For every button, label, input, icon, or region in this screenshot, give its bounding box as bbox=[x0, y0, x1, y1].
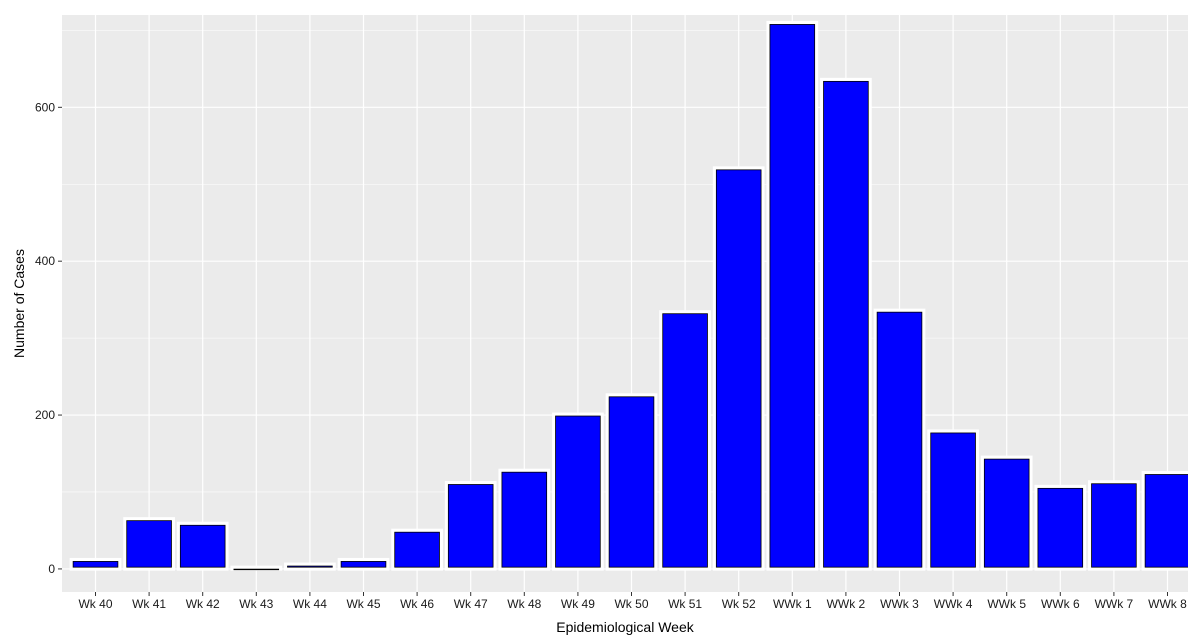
y-tick-label: 0 bbox=[48, 562, 55, 576]
bar-group bbox=[552, 412, 604, 571]
bar-edge bbox=[983, 458, 1030, 568]
bar bbox=[176, 521, 229, 571]
bar-edge bbox=[715, 169, 762, 568]
x-tick-label: WWk 1 bbox=[773, 597, 812, 611]
bar-edge bbox=[823, 80, 869, 568]
bar-edge bbox=[72, 561, 119, 568]
bar bbox=[766, 20, 819, 571]
bar bbox=[1141, 471, 1188, 571]
bar-edge bbox=[608, 396, 655, 568]
bar bbox=[820, 77, 872, 571]
bar bbox=[391, 528, 443, 571]
bar bbox=[337, 557, 390, 571]
bar-group bbox=[284, 562, 336, 571]
x-tick-label: WWk 5 bbox=[987, 597, 1026, 611]
bar-edge bbox=[179, 524, 226, 568]
bar bbox=[444, 481, 497, 571]
x-tick-label: WWk 4 bbox=[934, 597, 973, 611]
axes: 0 200 400 600 Wk 40 Wk 41 Wk 42 Wk 43 Wk 44 Wk 45… bbox=[35, 100, 1187, 611]
bar-edge bbox=[1037, 487, 1084, 568]
bar-edge bbox=[447, 484, 494, 568]
bar-edge bbox=[930, 432, 976, 568]
x-tick-label: Wk 47 bbox=[454, 597, 488, 611]
x-tick-label: WWk 7 bbox=[1095, 597, 1134, 611]
x-tick-label: Wk 51 bbox=[668, 597, 702, 611]
bar-edge bbox=[555, 415, 601, 568]
bar-group bbox=[605, 393, 658, 571]
y-tick-label: 600 bbox=[35, 100, 55, 114]
bar-group bbox=[444, 481, 497, 571]
x-tick-label: Wk 44 bbox=[293, 597, 327, 611]
bar bbox=[284, 562, 336, 571]
bar bbox=[873, 308, 926, 571]
x-tick-label: Wk 41 bbox=[132, 597, 166, 611]
bar-edge bbox=[340, 561, 387, 568]
bar-edge bbox=[287, 565, 333, 568]
bar-group bbox=[1034, 484, 1087, 571]
bar-edge bbox=[769, 24, 816, 568]
bar-group bbox=[176, 521, 229, 571]
bars bbox=[69, 20, 1188, 571]
bar bbox=[1088, 480, 1140, 571]
bar-edge bbox=[1144, 474, 1188, 568]
bar bbox=[1034, 484, 1087, 571]
bar-group bbox=[873, 308, 926, 571]
bar bbox=[69, 557, 122, 571]
x-tick-label: WWk 8 bbox=[1148, 597, 1187, 611]
bar-edge bbox=[394, 531, 440, 568]
bar bbox=[712, 166, 765, 571]
x-tick-label: Wk 46 bbox=[400, 597, 434, 611]
x-tick-label: Wk 50 bbox=[614, 597, 648, 611]
bar-group bbox=[766, 20, 819, 571]
bar bbox=[552, 412, 604, 571]
x-tick-label: Wk 49 bbox=[561, 597, 595, 611]
bar bbox=[927, 429, 979, 571]
x-tick-label: Wk 40 bbox=[78, 597, 112, 611]
bar-edge bbox=[126, 520, 172, 568]
bar bbox=[230, 565, 283, 571]
y-tick-label: 400 bbox=[35, 254, 55, 268]
bar bbox=[659, 310, 711, 571]
bar-group bbox=[230, 565, 283, 571]
x-tick-label: WWk 3 bbox=[880, 597, 919, 611]
x-tick-label: Wk 45 bbox=[346, 597, 380, 611]
bar-group bbox=[820, 77, 872, 571]
bar bbox=[980, 455, 1033, 571]
y-axis-title: Number of Cases bbox=[11, 249, 27, 358]
bar-edge bbox=[233, 568, 280, 571]
bar-group bbox=[712, 166, 765, 571]
bar bbox=[605, 393, 658, 571]
bar-group bbox=[337, 557, 390, 571]
bar-edge bbox=[876, 311, 923, 568]
bar-group bbox=[69, 557, 122, 571]
bar-edge bbox=[1091, 483, 1137, 568]
bar-edge bbox=[501, 471, 548, 568]
bar-group bbox=[498, 468, 551, 571]
bar bbox=[123, 517, 175, 571]
bar-group bbox=[1088, 480, 1140, 571]
x-tick-label: WWk 2 bbox=[827, 597, 866, 611]
y-tick-label: 200 bbox=[35, 408, 55, 422]
bar-edge bbox=[662, 313, 708, 568]
x-tick-label: Wk 52 bbox=[722, 597, 756, 611]
x-tick-label: Wk 42 bbox=[186, 597, 220, 611]
bar-group bbox=[1141, 471, 1188, 571]
bar-group bbox=[123, 517, 175, 571]
x-tick-label: Wk 48 bbox=[507, 597, 541, 611]
x-tick-label: Wk 43 bbox=[239, 597, 273, 611]
bar bbox=[498, 468, 551, 571]
bar-group bbox=[927, 429, 979, 571]
bar-group bbox=[659, 310, 711, 571]
bar-group bbox=[980, 455, 1033, 571]
x-tick-label: WWk 6 bbox=[1041, 597, 1080, 611]
x-axis-title: Epidemiological Week bbox=[556, 619, 694, 635]
bar-group bbox=[391, 528, 443, 571]
